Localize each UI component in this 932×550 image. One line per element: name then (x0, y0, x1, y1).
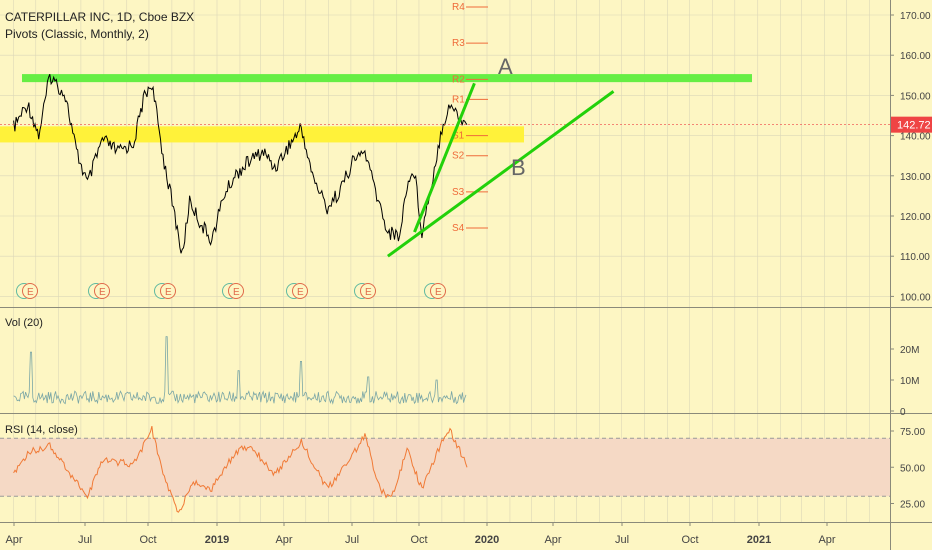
time-tick-label: Apr (544, 534, 561, 546)
time-tick-label: Oct (410, 534, 427, 546)
time-tick-label: Oct (139, 534, 156, 546)
time-tick-label: Jul (615, 534, 629, 546)
rsi-tick-label: 25.00 (900, 500, 925, 511)
pivot-label-s2: S2 (452, 151, 465, 162)
rsi-pane-title: RSI (14, close) (5, 424, 78, 436)
last-price-tag (891, 116, 932, 133)
rsi-band (0, 438, 890, 497)
earnings-marker (360, 283, 376, 299)
trend-line-a (413, 82, 476, 233)
price-tick-label: 160.00 (900, 51, 931, 62)
price-tick-label: 110.00 (900, 252, 930, 263)
earnings-marker (94, 283, 110, 299)
pivot-label-s3: S3 (452, 187, 465, 198)
time-tick-label: Apr (5, 534, 22, 546)
price-series-line (13, 74, 468, 254)
indicator-label: Pivots (Classic, Monthly, 2) (5, 27, 149, 41)
earnings-marker-label: E (297, 287, 304, 298)
trend-line-b (386, 90, 615, 258)
pivot-label-s4: S4 (452, 223, 465, 234)
pivot-label-s1: S1 (452, 131, 465, 142)
rsi-tick-label: 75.00 (900, 427, 925, 438)
price-tick-label: 140.00 (900, 132, 931, 143)
time-tick-label: 2021 (747, 534, 771, 546)
volume-tick-label: 20M (900, 345, 919, 356)
earnings-marker-label: E (233, 287, 240, 298)
time-tick-label: Apr (275, 534, 292, 546)
pivot-label-r1: R1 (452, 94, 465, 105)
rsi-series-line (13, 425, 468, 513)
earnings-marker (430, 283, 446, 299)
volume-pane-title: Vol (20) (5, 317, 43, 329)
earnings-marker (228, 283, 244, 299)
time-tick-label: Jul (345, 534, 359, 546)
chart-title: CATERPILLAR INC, 1D, Cboe BZX (5, 10, 194, 24)
rsi-tick-label: 50.00 (900, 463, 925, 474)
price-tick-label: 120.00 (900, 212, 931, 223)
zone-band-yellow (0, 126, 524, 143)
earnings-marker (292, 283, 308, 299)
volume-tick-label: 10M (900, 376, 919, 387)
pivot-label-r3: R3 (452, 38, 465, 49)
time-tick-label: Oct (681, 534, 698, 546)
time-tick-label: 2019 (205, 534, 229, 546)
zone-band-green (22, 74, 752, 83)
price-tick-label: 100.00 (900, 292, 931, 303)
time-tick-label: Apr (818, 534, 835, 546)
last-price-value: 142.72 (897, 120, 931, 132)
trend-label-b: B (511, 155, 526, 180)
time-tick-label: 2020 (475, 534, 499, 546)
earnings-marker-label: E (99, 287, 106, 298)
price-tick-label: 170.00 (900, 11, 931, 22)
trend-label-a: A (498, 54, 513, 79)
earnings-marker-label: E (165, 287, 172, 298)
volume-tick-label: 0 (900, 407, 906, 418)
earnings-marker-label: E (27, 287, 34, 298)
earnings-marker (22, 283, 38, 299)
pivot-label-r2: R2 (452, 74, 465, 85)
earnings-marker-label: E (435, 287, 442, 298)
pivot-label-r4: R4 (452, 2, 465, 13)
earnings-marker-label: E (365, 287, 372, 298)
price-tick-label: 150.00 (900, 91, 931, 102)
earnings-marker (160, 283, 176, 299)
volume-series-line (13, 336, 467, 405)
price-tick-label: 130.00 (900, 172, 931, 183)
time-tick-label: Jul (78, 534, 92, 546)
